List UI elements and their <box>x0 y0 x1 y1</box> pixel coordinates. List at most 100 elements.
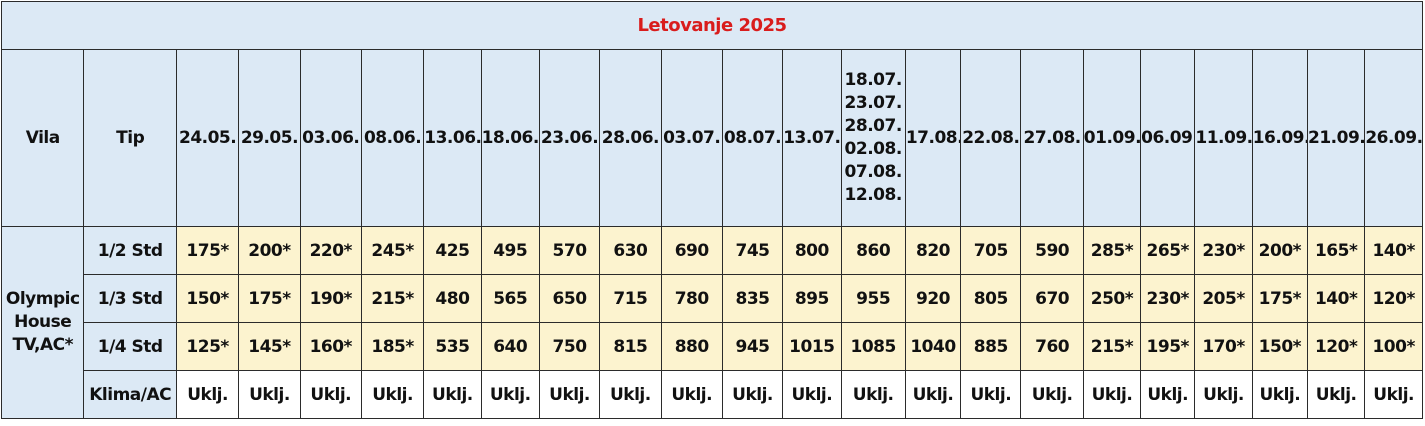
price-cell: 230* <box>1140 274 1196 323</box>
price-cell: 860 <box>840 226 906 275</box>
header-date: 01.09. <box>1082 49 1142 227</box>
price-cell: 760 <box>1020 322 1084 371</box>
price-cell: 175* <box>1251 274 1309 323</box>
header-date: 28.06. <box>599 49 662 227</box>
price-cell: 640 <box>480 322 540 371</box>
price-cell: 630 <box>599 226 662 275</box>
price-cell: 480 <box>423 274 482 323</box>
price-cell: 945 <box>721 322 784 371</box>
price-cell: 670 <box>1020 274 1084 323</box>
header-date: 18.06. <box>480 49 540 227</box>
price-cell: 285* <box>1082 226 1142 275</box>
ac-cell: Uklj. <box>1364 370 1423 419</box>
price-cell: 815 <box>599 322 662 371</box>
price-cell: 215* <box>1082 322 1142 371</box>
price-cell: 175* <box>175 226 240 275</box>
price-cell: 650 <box>538 274 601 323</box>
price-cell: 230* <box>1194 226 1253 275</box>
price-cell: 185* <box>360 322 425 371</box>
ac-cell: Uklj. <box>1020 370 1084 419</box>
room-type: 1/4 Std <box>83 322 177 371</box>
price-cell: 885 <box>960 322 1022 371</box>
price-cell: 215* <box>360 274 425 323</box>
ac-cell: Uklj. <box>960 370 1022 419</box>
ac-cell: Uklj. <box>538 370 601 419</box>
header-date: 22.08. <box>960 49 1022 227</box>
price-cell: 220* <box>299 226 362 275</box>
price-cell: 145* <box>238 322 301 371</box>
price-cell: 805 <box>960 274 1022 323</box>
header-date-line: 02.08. <box>844 139 903 159</box>
price-cell: 495 <box>480 226 540 275</box>
ac-cell: Uklj. <box>238 370 301 419</box>
price-cell: 565 <box>480 274 540 323</box>
price-cell: 745 <box>721 226 784 275</box>
price-cell: 1040 <box>904 322 962 371</box>
ac-cell: Uklj. <box>1194 370 1253 419</box>
price-cell: 705 <box>960 226 1022 275</box>
price-cell: 590 <box>1020 226 1084 275</box>
table-row: 1/3 Std 150* 175* 190* 215* 480 565 650 715 780 83… <box>2 274 1423 323</box>
vila-name-line: Olympic <box>5 289 80 309</box>
price-cell: 140* <box>1306 274 1366 323</box>
ac-label: Klima/AC <box>83 370 177 419</box>
table-row: 1/4 Std 125* 145* 160* 185* 535 640 750 815 880 94… <box>2 322 1423 371</box>
price-cell: 800 <box>782 226 842 275</box>
ac-cell: Uklj. <box>1306 370 1366 419</box>
header-date: 11.09. <box>1194 49 1253 227</box>
price-cell: 170* <box>1194 322 1253 371</box>
price-cell: 535 <box>423 322 482 371</box>
price-cell: 265* <box>1140 226 1196 275</box>
header-tip: Tip <box>83 49 177 227</box>
ac-cell: Uklj. <box>299 370 362 419</box>
table-title: Letovanje 2025 <box>1 1 1423 50</box>
price-cell: 835 <box>721 274 784 323</box>
price-cell: 150* <box>175 274 240 323</box>
price-table: Letovanje 2025 Vila Tip 24.05. 29.05. 03.0… <box>0 1 1423 419</box>
room-type: 1/2 Std <box>83 226 177 275</box>
vila-name-line: TV,AC* <box>12 335 73 355</box>
table-row: Olympic House TV,AC* 1/2 Std 175* 200* 220* 245… <box>0 226 1423 419</box>
price-cell: 690 <box>660 226 723 275</box>
header-date-line: 18.07. <box>844 70 903 90</box>
ac-cell: Uklj. <box>904 370 962 419</box>
header-date: 17.08. <box>904 49 962 227</box>
header-date-line: 28.07. <box>844 116 903 136</box>
price-cell: 160* <box>299 322 362 371</box>
ac-cell: Uklj. <box>480 370 540 419</box>
price-cell: 250* <box>1082 274 1142 323</box>
price-cell: 880 <box>660 322 723 371</box>
price-cell: 780 <box>660 274 723 323</box>
price-cell: 820 <box>904 226 962 275</box>
header-date: 13.07. <box>782 49 842 227</box>
header-date: 13.06. <box>423 49 482 227</box>
header-date-line: 23.07. <box>844 93 903 113</box>
ac-cell: Uklj. <box>175 370 240 419</box>
price-cell: 205* <box>1194 274 1253 323</box>
header-date: 27.08. <box>1020 49 1084 227</box>
header-date: 03.06. <box>299 49 362 227</box>
header-date-line: 12.08. <box>844 185 903 205</box>
header-date: 26.09. <box>1364 49 1423 227</box>
price-cell: 120* <box>1364 274 1423 323</box>
price-cell: 1015 <box>782 322 842 371</box>
header-date: 24.05. <box>175 49 240 227</box>
vila-name: Olympic House TV,AC* <box>0 226 85 419</box>
price-cell: 245* <box>360 226 425 275</box>
price-cell: 200* <box>1251 226 1309 275</box>
ac-cell: Uklj. <box>423 370 482 419</box>
header-vila: Vila <box>0 49 85 227</box>
ac-row: Klima/AC Uklj. Uklj. Uklj. Uklj. Uklj. Uklj. Uk… <box>2 370 1423 419</box>
price-cell: 100* <box>1364 322 1423 371</box>
ac-cell: Uklj. <box>1140 370 1196 419</box>
price-cell: 125* <box>175 322 240 371</box>
header-date: 06.09. <box>1140 49 1196 227</box>
price-cell: 750 <box>538 322 601 371</box>
header-date: 03.07. <box>660 49 723 227</box>
ac-cell: Uklj. <box>1082 370 1142 419</box>
price-cell: 1085 <box>840 322 906 371</box>
header-date: 08.07. <box>721 49 784 227</box>
price-cell: 165* <box>1306 226 1366 275</box>
price-cell: 190* <box>299 274 362 323</box>
price-cell: 150* <box>1251 322 1309 371</box>
